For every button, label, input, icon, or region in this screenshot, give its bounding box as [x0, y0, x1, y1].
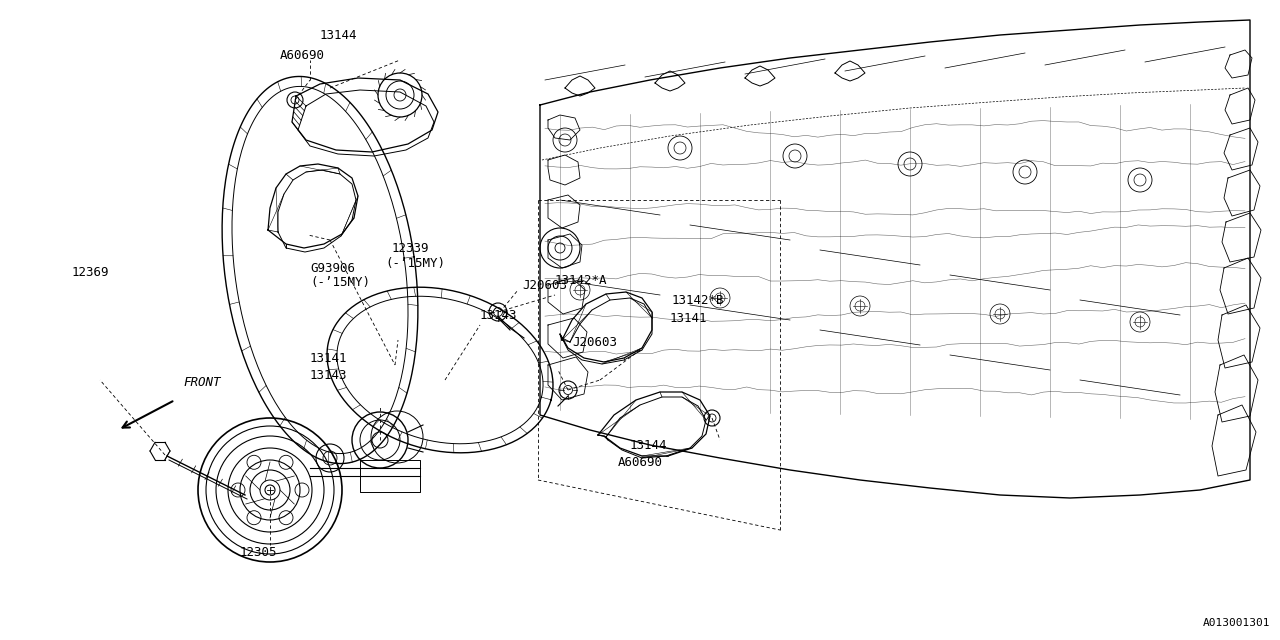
Text: A60690: A60690	[280, 49, 325, 61]
Text: 13143: 13143	[310, 369, 347, 381]
Text: G93906: G93906	[310, 262, 355, 275]
Text: 13142*B: 13142*B	[672, 294, 724, 307]
Text: 13141: 13141	[310, 351, 347, 365]
Text: 13144: 13144	[630, 438, 667, 451]
Text: A013001301: A013001301	[1202, 618, 1270, 628]
Text: 13144: 13144	[320, 29, 357, 42]
Text: (-’15MY): (-’15MY)	[310, 275, 370, 289]
Text: J20603: J20603	[522, 278, 567, 291]
Text: A60690: A60690	[618, 456, 663, 468]
Text: 12339: 12339	[392, 241, 430, 255]
Text: J20603: J20603	[572, 335, 617, 349]
Text: 13143: 13143	[480, 308, 517, 321]
Text: (-’15MY): (-’15MY)	[385, 257, 445, 269]
Text: 13141: 13141	[669, 312, 708, 324]
Text: 12305: 12305	[241, 545, 278, 559]
Text: 12369: 12369	[72, 266, 110, 278]
Text: FRONT: FRONT	[183, 376, 220, 388]
Text: 13142*A: 13142*A	[556, 273, 608, 287]
